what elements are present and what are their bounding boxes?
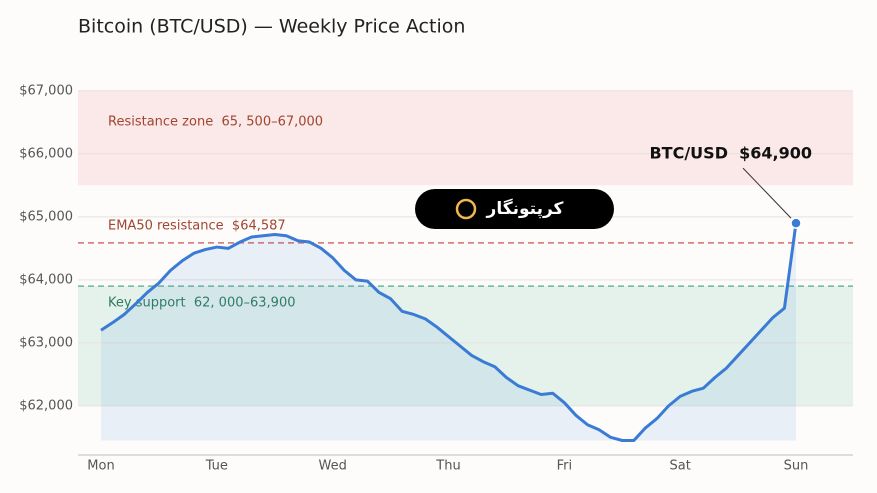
x-tick-label: Fri [557, 459, 573, 474]
watermark: کرپتونگار [486, 198, 564, 219]
plot: $62,000 $63,000 $64,000 $65,000 $66,000 $67,0… [19, 83, 853, 474]
band-label: Key support 62, 000–63,900 [108, 296, 295, 311]
band [78, 286, 853, 406]
y-tick-label: $66,000 [19, 146, 73, 161]
area [101, 223, 796, 441]
x-tick-label: Sun [784, 459, 809, 474]
annotation-leader [742, 167, 792, 219]
x-tick-label: Thu [435, 459, 460, 474]
x-tick-label: Mon [87, 459, 114, 474]
watermark-badge: کرپتونگار [415, 189, 614, 229]
band [78, 90, 853, 186]
x-tick-label: Wed [318, 459, 346, 474]
x-tick-label: Sat [670, 459, 691, 474]
y-tick-label: $62,000 [19, 398, 73, 413]
band-label: Resistance zone 65, 500–67,000 [108, 114, 323, 129]
chart-title: Bitcoin (BTC/USD) — Weekly Price Action [78, 16, 465, 38]
last-point [790, 217, 802, 229]
reference-label: EMA50 resistance $64,587 [108, 218, 286, 233]
x-tick-label: Tue [205, 459, 228, 474]
y-tick-label: $64,000 [19, 272, 73, 287]
y-tick-label: $63,000 [19, 335, 73, 350]
badge-icon [455, 198, 477, 220]
y-tick-label: $65,000 [19, 209, 73, 224]
y-tick-label: $67,000 [19, 83, 73, 98]
annotation: BTC/USD $64,900 [649, 144, 812, 163]
line [100, 222, 798, 443]
